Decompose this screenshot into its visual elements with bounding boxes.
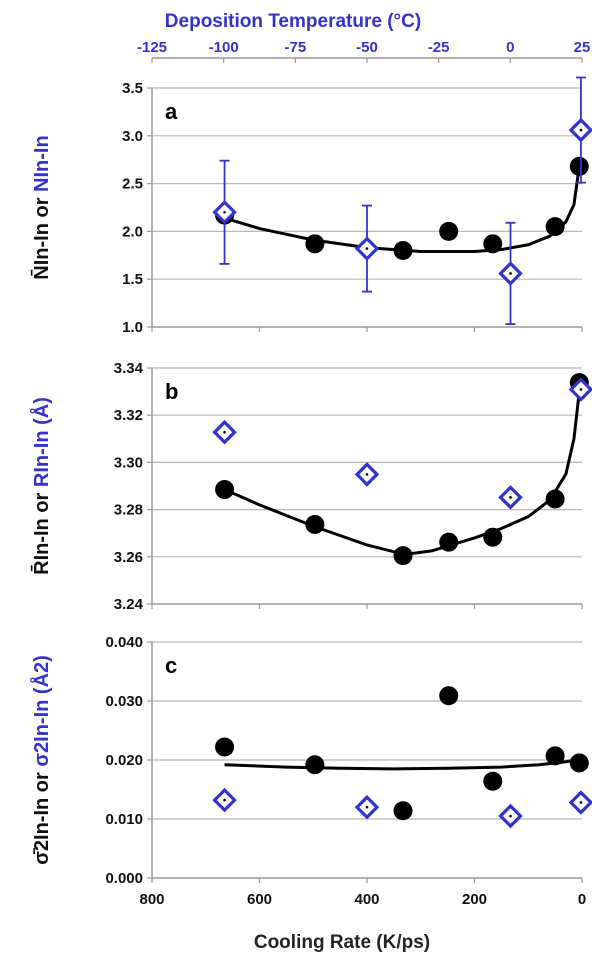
black-point — [439, 686, 459, 706]
y-tick-label: 3.0 — [122, 128, 143, 145]
y-tick-label: 0.030 — [105, 693, 143, 710]
bottom-tick-label: 200 — [462, 891, 487, 908]
blue-point-center — [223, 798, 226, 802]
fit-curve — [224, 757, 580, 771]
fit-curve — [224, 166, 581, 253]
black-point — [215, 737, 235, 757]
y-axis-label: R̄In-In or RIn-In (Å) — [29, 397, 53, 575]
y-label-ylabel_black: σ̄2In-In — [31, 798, 53, 865]
y-tick-label: 3.30 — [114, 454, 143, 471]
bottom-tick-label: 800 — [139, 891, 164, 908]
y-tick-label: 3.34 — [114, 360, 144, 377]
black-point — [483, 527, 503, 547]
black-point — [569, 753, 589, 773]
black-point — [439, 532, 459, 552]
y-axis-label: N̄In-In or NIn-In — [31, 135, 53, 279]
black-point — [393, 546, 413, 566]
panel-letter: a — [165, 99, 178, 124]
panel-letter: c — [165, 653, 177, 678]
black-point — [545, 217, 565, 237]
top-tick-label: -50 — [356, 39, 378, 56]
y-tick-label: 2.5 — [122, 176, 143, 193]
blue-point-center — [509, 272, 512, 275]
y-label-ylabel_blue: RIn-In (Å) — [29, 397, 53, 493]
blue-point-center — [365, 805, 369, 809]
y-label-ylabel_black: N̄In-In — [31, 223, 53, 280]
y-tick-label: 0.020 — [105, 752, 143, 769]
blue-point-center — [579, 388, 583, 391]
blue-point-center — [365, 473, 369, 476]
y-tick-label: 1.0 — [122, 319, 143, 336]
blue-point-center — [579, 128, 583, 132]
y-tick-label: 3.32 — [114, 407, 143, 424]
blue-point-center — [509, 814, 512, 818]
top-tick-label: -75 — [284, 39, 306, 56]
bottom-tick-label: 0 — [578, 891, 586, 908]
top-tick-label: 0 — [506, 39, 514, 56]
black-point — [439, 221, 459, 241]
blue-point-center — [579, 801, 583, 804]
black-point — [569, 156, 589, 176]
blue-point-center — [223, 430, 226, 434]
top-tick-label: -125 — [137, 39, 167, 56]
y-tick-label: 3.24 — [114, 596, 144, 613]
bottom-tick-label: 400 — [354, 891, 379, 908]
black-point — [305, 755, 325, 775]
black-point — [545, 746, 565, 766]
y-label-ylabel_blue: σ2In-In (Å2) — [29, 655, 53, 772]
y-label-ylabel_or: or — [31, 492, 53, 518]
top-tick-label: -100 — [209, 39, 239, 56]
y-tick-label: 0.040 — [105, 634, 143, 651]
top-axis-title: Deposition Temperature (°C) — [165, 11, 421, 32]
y-tick-label: 3.26 — [114, 549, 143, 566]
y-label-ylabel_blue: NIn-In — [31, 135, 53, 197]
y-label-ylabel_or: or — [31, 197, 53, 223]
black-point — [305, 234, 325, 254]
y-tick-label: 3.28 — [114, 502, 143, 519]
black-point — [393, 241, 413, 261]
blue-point-center — [509, 496, 512, 499]
black-point — [393, 801, 413, 821]
y-axis-label: σ̄2In-In or σ2In-In (Å2) — [29, 655, 53, 865]
top-tick-label: 25 — [574, 39, 591, 56]
panel-c: 0.000 0.010 0.020 0.030 0.040 c σ̄2In-In or σ2… — [29, 634, 592, 887]
black-point — [483, 771, 503, 791]
blue-point-center — [365, 247, 369, 250]
panel-a: 1.0 1.5 2.0 2.5 3.0 3.5 a N̄In-In or NIn-In — [31, 76, 592, 336]
blue-point-center — [223, 210, 226, 214]
y-label-ylabel_or: or — [31, 772, 53, 798]
fit-curve — [223, 391, 581, 556]
panel-b: 3.24 3.26 3.28 3.30 3.32 3.34 b R̄In-In or RIn-… — [29, 360, 592, 613]
bottom-tick-label: 600 — [247, 891, 272, 908]
y-tick-label: 0.010 — [105, 811, 143, 828]
black-point — [305, 514, 325, 534]
y-tick-label: 3.5 — [122, 80, 143, 97]
y-tick-label: 1.5 — [122, 271, 143, 288]
black-point — [483, 234, 503, 254]
y-label-ylabel_black: R̄In-In — [31, 518, 53, 575]
y-tick-label: 2.0 — [122, 223, 143, 240]
panel-letter: b — [165, 379, 178, 404]
y-tick-label: 0.000 — [105, 870, 143, 887]
black-point — [545, 489, 565, 509]
top-tick-label: -25 — [428, 39, 450, 56]
black-point — [215, 480, 235, 500]
bottom-axis-title: Cooling Rate (K/ps) — [254, 932, 430, 953]
